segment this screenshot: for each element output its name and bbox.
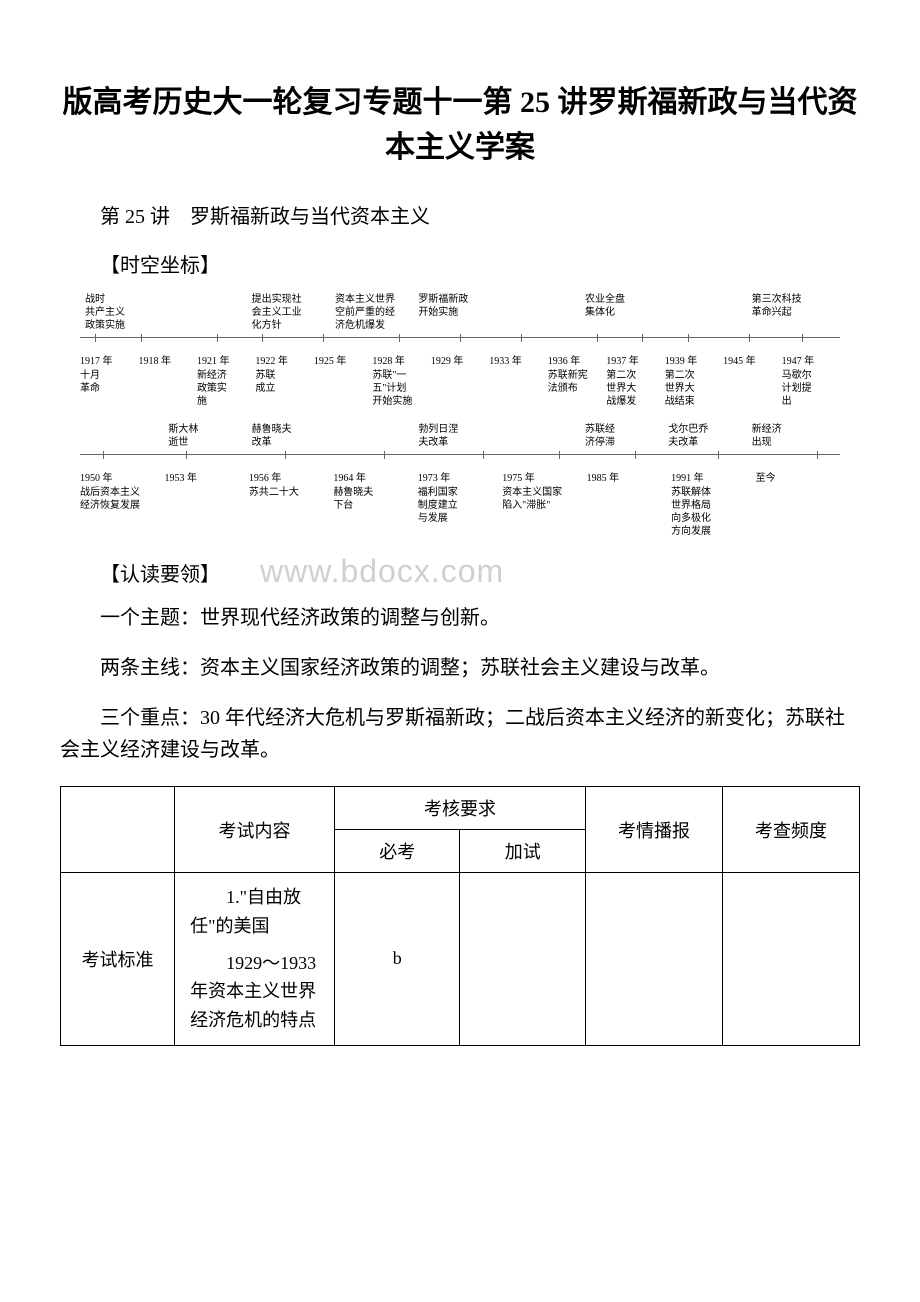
timeline-event-label: 资本主义国家陷入"滞胀"	[502, 486, 586, 538]
timeline-event--label	[168, 293, 251, 332]
timeline-event-label: 战后资本主义经济恢复发展	[80, 486, 164, 538]
points-paragraph: 三个重点：30 年代经济大危机与罗斯福新政；二战后资本主义经济的新变化；苏联社会…	[60, 702, 860, 766]
timeline-event--label: 戈尔巴乔夫改革	[668, 423, 751, 449]
timeline-event-label	[164, 486, 248, 538]
timeline-event-label: 福利国家制度建立与发展	[418, 486, 502, 538]
timeline-event--label: 第三次科技革命兴起	[752, 293, 835, 332]
reading-section-label: 【认读要领】	[60, 558, 860, 587]
item-info	[586, 873, 723, 1046]
timeline-event--label: 战时共产主义政策实施	[85, 293, 168, 332]
timeline-year-label: 1939 年	[665, 352, 723, 367]
item-level: b	[334, 873, 460, 1046]
timeline-event-label: 第二次世界大战爆发	[606, 369, 664, 408]
timeline-year-label: 1928 年	[372, 352, 430, 367]
timeline-year-label: 1964 年	[333, 469, 417, 484]
timeline-year-label: 1925 年	[314, 352, 372, 367]
timeline-year-label: 1947 年	[782, 352, 840, 367]
timeline-event-label	[723, 369, 781, 408]
timeline-axis-2	[80, 454, 840, 464]
timeline-event-label: 苏联"一五"计划开始实施	[372, 369, 430, 408]
timeline-row-1: 战时共产主义政策实施 提出实现社会主义工业化方针资本主义世界空前严重的经济危机爆发…	[80, 293, 840, 408]
timeline-event-label: 十月革命	[80, 369, 138, 408]
lines-paragraph: 两条主线：资本主义国家经济政策的调整；苏联社会主义建设与改革。	[60, 652, 860, 684]
timeline-year-label: 1929 年	[431, 352, 489, 367]
timeline-year-label: 1936 年	[548, 352, 606, 367]
timeline-event-label: 苏联成立	[255, 369, 313, 408]
item-content: 1."自由放任"的美国 1929～1933 年资本主义世界经济危机的特点	[175, 873, 335, 1046]
timeline-event--label: 赫鲁晓夫改革	[252, 423, 335, 449]
exam-standards-table: 考试内容 考核要求 考情播报 考查频度 必考 加试 考试标准 1."自由放任"的…	[60, 786, 860, 1046]
header-content: 考试内容	[175, 787, 335, 873]
timeline-event-label: 马歇尔计划提出	[782, 369, 840, 408]
timeline-row-2: 斯大林逝世赫鲁晓夫改革 勃列日涅夫改革 苏联经济停滞戈尔巴乔夫改革新经济出现 195…	[80, 423, 840, 538]
timeline-year-label: 1921 年	[197, 352, 255, 367]
timeline-year-label: 1950 年	[80, 469, 164, 484]
timeline-event--label: 勃列日涅夫改革	[418, 423, 501, 449]
timeline-event--label: 斯大林逝世	[168, 423, 251, 449]
page-title: 版高考历史大一轮复习专题十一第 25 讲罗斯福新政与当代资本主义学案	[60, 80, 860, 170]
lecture-subtitle: 第 25 讲 罗斯福新政与当代资本主义	[60, 200, 860, 229]
timeline-event-label: 苏共二十大	[249, 486, 333, 538]
timeline-event-label	[587, 486, 671, 538]
header-required: 必考	[334, 830, 460, 873]
timeline-event--label: 提出实现社会主义工业化方针	[252, 293, 335, 332]
timeline-section-label: 【时空坐标】	[60, 249, 860, 278]
header-extra: 加试	[460, 830, 586, 873]
timeline-year-label: 1922 年	[255, 352, 313, 367]
timeline-event-label: 苏联新宪法颁布	[548, 369, 606, 408]
timeline-event-label	[756, 486, 840, 538]
timeline-year-label: 1985 年	[587, 469, 671, 484]
theme-paragraph: 一个主题：世界现代经济政策的调整与创新。	[60, 602, 860, 634]
timeline-event-label: 苏联解体世界格局向多极化方向发展	[671, 486, 755, 538]
timeline-diagram: 战时共产主义政策实施 提出实现社会主义工业化方针资本主义世界空前严重的经济危机爆发…	[80, 293, 840, 538]
timeline-year-label: 至今	[756, 469, 840, 484]
timeline-year-label: 1917 年	[80, 352, 138, 367]
timeline-event--label: 罗斯福新政开始实施	[418, 293, 501, 332]
table-row: 考试标准 1."自由放任"的美国 1929～1933 年资本主义世界经济危机的特…	[61, 873, 860, 1046]
timeline-event-label	[314, 369, 372, 408]
timeline-event--label: 新经济出现	[752, 423, 835, 449]
timeline-year-label: 1975 年	[502, 469, 586, 484]
timeline-event--label: 苏联经济停滞	[585, 423, 668, 449]
timeline-event-label	[431, 369, 489, 408]
timeline-event--label: 资本主义世界空前严重的经济危机爆发	[335, 293, 418, 332]
timeline-year-label: 1973 年	[418, 469, 502, 484]
item-freq	[723, 873, 860, 1046]
timeline-event--label	[502, 423, 585, 449]
table-header-row: 考试内容 考核要求 考情播报 考查频度	[61, 787, 860, 830]
timeline-event--label	[668, 293, 751, 332]
timeline-year-label: 1956 年	[249, 469, 333, 484]
timeline-event--label	[502, 293, 585, 332]
timeline-axis-1	[80, 337, 840, 347]
timeline-year-label: 1933 年	[489, 352, 547, 367]
row-label: 考试标准	[61, 873, 175, 1046]
header-frequency: 考查频度	[723, 787, 860, 873]
timeline-year-label: 1937 年	[606, 352, 664, 367]
timeline-event-label: 第二次世界大战结束	[665, 369, 723, 408]
timeline-event-label	[138, 369, 196, 408]
timeline-event--label	[85, 423, 168, 449]
header-requirement: 考核要求	[334, 787, 585, 830]
timeline-year-label: 1991 年	[671, 469, 755, 484]
timeline-event-label	[489, 369, 547, 408]
timeline-year-label: 1918 年	[138, 352, 196, 367]
timeline-event-label: 赫鲁晓夫下台	[333, 486, 417, 538]
item-extra	[460, 873, 586, 1046]
timeline-event-label: 新经济政策实施	[197, 369, 255, 408]
timeline-year-label: 1945 年	[723, 352, 781, 367]
timeline-event--label: 农业全盘集体化	[585, 293, 668, 332]
timeline-event--label	[335, 423, 418, 449]
header-info: 考情播报	[586, 787, 723, 873]
timeline-year-label: 1953 年	[164, 469, 248, 484]
